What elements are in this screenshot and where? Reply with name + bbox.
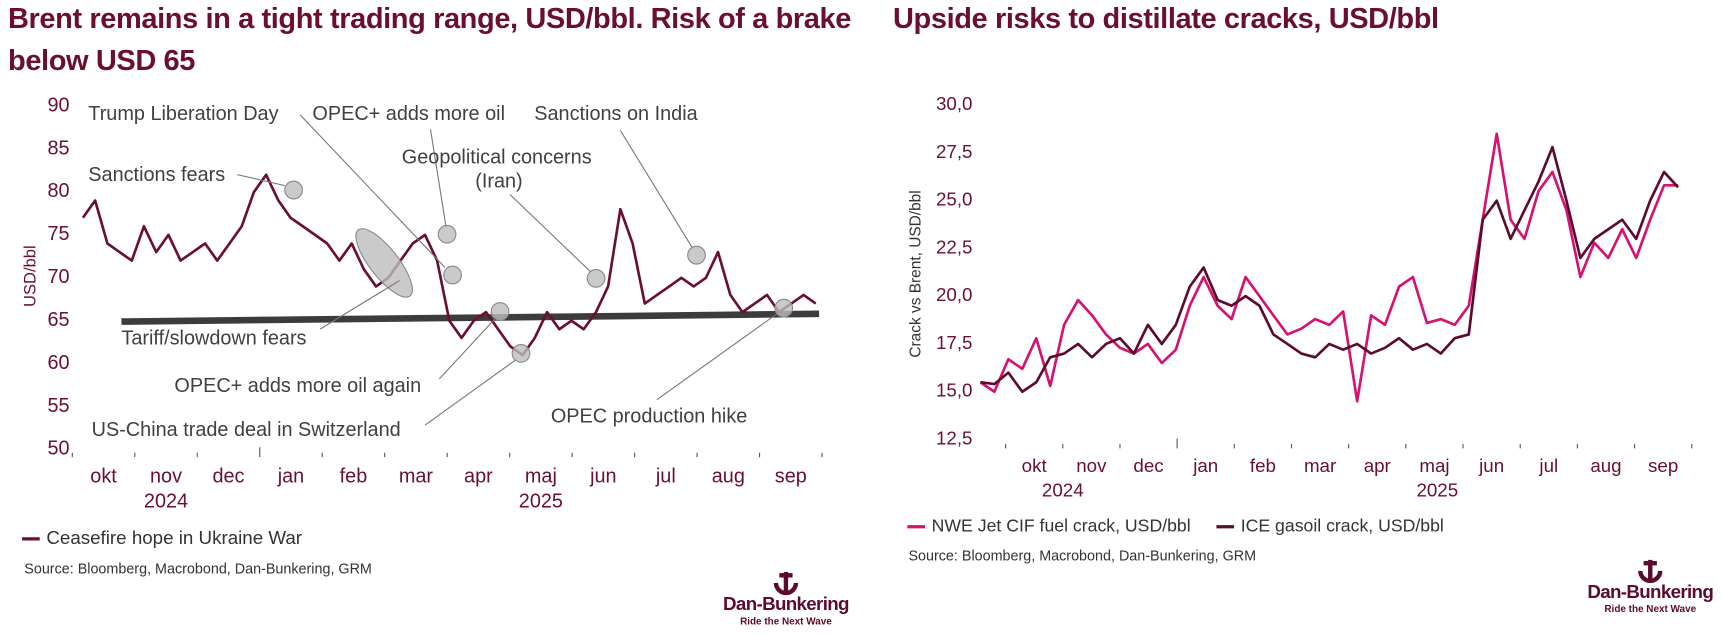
x-tick-label: nov: [1076, 455, 1107, 476]
leader-line: [429, 129, 447, 227]
y-axis-label: USD/bbl: [20, 245, 39, 307]
x-year-label: 2024: [1042, 479, 1084, 500]
leader-line: [319, 280, 400, 330]
leader-line: [424, 359, 516, 426]
x-tick-label: jan: [277, 465, 305, 487]
logo: Dan-Bunkering Ride the Next Wave: [723, 571, 850, 627]
x-tick-label: maj: [525, 465, 557, 487]
y-tick-label: 27,5: [936, 141, 973, 162]
x-tick-label: aug: [712, 465, 745, 487]
leader-line: [656, 313, 778, 401]
highlight-circle: [511, 344, 531, 363]
y-tick-label: 55: [47, 395, 69, 417]
y-tick-label: 65: [47, 309, 69, 331]
logo-tagline: Ride the Next Wave: [1604, 604, 1696, 615]
support-line: [121, 310, 820, 325]
logo-brand: Dan-Bunkering: [1587, 581, 1713, 602]
y-tick-label: 12,5: [936, 427, 973, 448]
x-tick-label: jul: [655, 465, 676, 487]
series-line: [81, 173, 817, 357]
source-note: Source: Bloomberg, Macrobond, Dan-Bunker…: [24, 562, 372, 578]
highlight-circle: [437, 224, 457, 244]
logo-tagline: Ride the Next Wave: [740, 616, 832, 627]
x-tick-label: apr: [464, 465, 493, 487]
annotation: Trump Liberation Day: [88, 103, 278, 125]
x-tick-label: sep: [1648, 455, 1678, 476]
x-tick-label: maj: [1419, 455, 1449, 476]
y-tick-label: 80: [47, 180, 69, 202]
x-year-label: 2025: [519, 491, 563, 513]
x-tick-label: mar: [399, 465, 434, 487]
annotation: OPEC+ adds more oil: [312, 103, 505, 125]
y-tick-label: 85: [47, 137, 69, 159]
highlight-circle: [774, 298, 794, 318]
highlight-circle: [443, 265, 462, 285]
y-tick-label: 50: [47, 438, 69, 460]
highlight-ellipse: [355, 228, 413, 298]
annotation: OPEC+ adds more oil again: [174, 375, 421, 397]
y-tick-label: 15,0: [936, 380, 973, 401]
series-line: [980, 145, 1680, 394]
x-tick-label: dec: [1133, 455, 1163, 476]
logo-brand: Dan-Bunkering: [723, 593, 849, 614]
y-tick-label: 25,0: [936, 189, 973, 210]
y-tick-label: 90: [47, 94, 69, 116]
x-tick-label: okt: [90, 465, 117, 487]
x-tick-label: okt: [1022, 455, 1048, 476]
series-line: [979, 132, 1679, 403]
x-tick-label: jan: [1192, 455, 1218, 476]
highlight-circle: [284, 180, 304, 200]
x-year-label: 2024: [144, 491, 188, 513]
legend-label: ICE gasoil crack, USD/bbl: [1241, 515, 1444, 535]
legend-label: NWE Jet CIF fuel crack, USD/bbl: [932, 515, 1191, 535]
x-tick-label: feb: [1250, 455, 1276, 476]
x-tick-label: nov: [150, 465, 182, 487]
logo-icon: [1638, 559, 1663, 584]
x-tick-label: aug: [1590, 455, 1621, 476]
chart-title: Brent remains in a tight trading range, …: [8, 3, 851, 77]
x-tick-label: mar: [1304, 455, 1336, 476]
leader-line: [619, 130, 693, 248]
y-axis-label: Crack vs Brent, USD/bbl: [907, 190, 924, 357]
y-tick-label: 17,5: [936, 332, 973, 353]
leader-line: [299, 114, 446, 268]
y-tick-label: 70: [47, 266, 69, 288]
x-tick-label: jun: [1478, 455, 1504, 476]
annotation: (Iran): [475, 171, 522, 193]
logo: Dan-Bunkering Ride the Next Wave: [1587, 559, 1714, 615]
annotation: Geopolitical concerns: [402, 146, 592, 168]
y-tick-label: 60: [47, 352, 69, 374]
x-tick-label: jul: [1538, 455, 1558, 476]
y-tick-label: 30,0: [936, 93, 973, 114]
source-note: Source: Bloomberg, Macrobond, Dan-Bunker…: [908, 548, 1256, 564]
y-tick-label: 22,5: [936, 236, 973, 257]
leader-line: [237, 174, 285, 187]
annotation: US-China trade deal in Switzerland: [92, 419, 401, 441]
highlight-circle: [687, 245, 706, 265]
legend-label: Ceasefire hope in Ukraine War: [46, 527, 302, 548]
logo-icon: [773, 571, 799, 596]
x-tick-label: sep: [775, 465, 807, 487]
leader-line: [509, 194, 591, 273]
annotation: Sanctions fears: [88, 164, 225, 186]
x-year-label: 2025: [1416, 479, 1458, 500]
highlight-circle: [490, 302, 510, 321]
annotation: OPEC production hike: [551, 406, 748, 428]
chart-title: Upside risks to distillate cracks, USD/b…: [893, 3, 1439, 35]
x-tick-label: jun: [589, 465, 617, 487]
x-tick-label: feb: [340, 465, 368, 487]
y-tick-label: 20,0: [936, 284, 973, 305]
y-tick-label: 75: [47, 223, 69, 245]
annotation: Sanctions on India: [534, 103, 698, 125]
x-tick-label: dec: [212, 465, 244, 487]
annotation: Tariff/slowdown fears: [121, 327, 306, 349]
highlight-circle: [586, 268, 606, 288]
leader-line: [438, 317, 497, 380]
x-tick-label: apr: [1364, 455, 1391, 476]
annotations: Sanctions fears Trump Liberation Day OPEC+…: [88, 103, 794, 441]
